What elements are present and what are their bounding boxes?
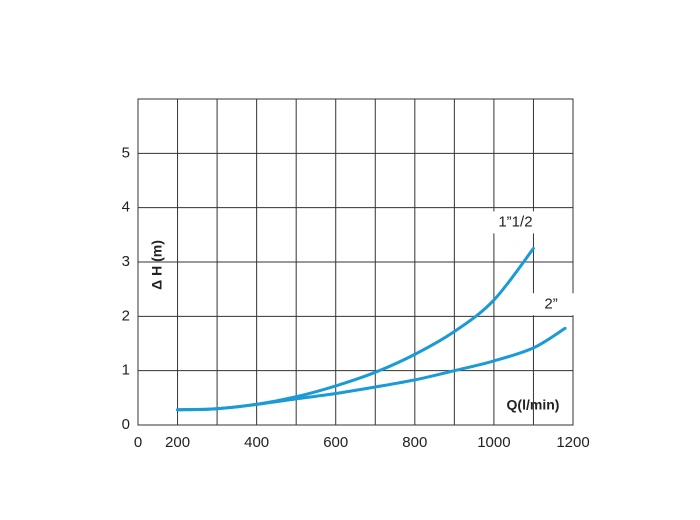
y-tick-label: 5 — [122, 144, 130, 161]
y-tick-label: 2 — [122, 307, 130, 324]
x-tick-label: 800 — [402, 434, 427, 451]
x-tick-label: 600 — [323, 434, 348, 451]
y-axis-label: Δ H (m) — [149, 240, 165, 290]
series-line — [176, 326, 567, 412]
legend-label-bg — [527, 293, 576, 316]
legend-label: 2” — [544, 295, 557, 312]
y-tick-label: 0 — [122, 416, 130, 433]
series-line — [176, 246, 535, 412]
x-tick-label: 1000 — [477, 434, 510, 451]
x-tick-label: 400 — [244, 434, 269, 451]
legend-label: 1”1/2 — [498, 213, 532, 230]
y-tick-label: 4 — [122, 199, 130, 216]
x-tick-label: 200 — [165, 434, 190, 451]
legend-label-bg — [491, 211, 540, 234]
x-tick-label: 1200 — [556, 434, 589, 451]
y-tick-label: 3 — [122, 253, 130, 270]
y-tick-label: 1 — [122, 362, 130, 379]
x-tick-label: 0 — [134, 434, 142, 451]
